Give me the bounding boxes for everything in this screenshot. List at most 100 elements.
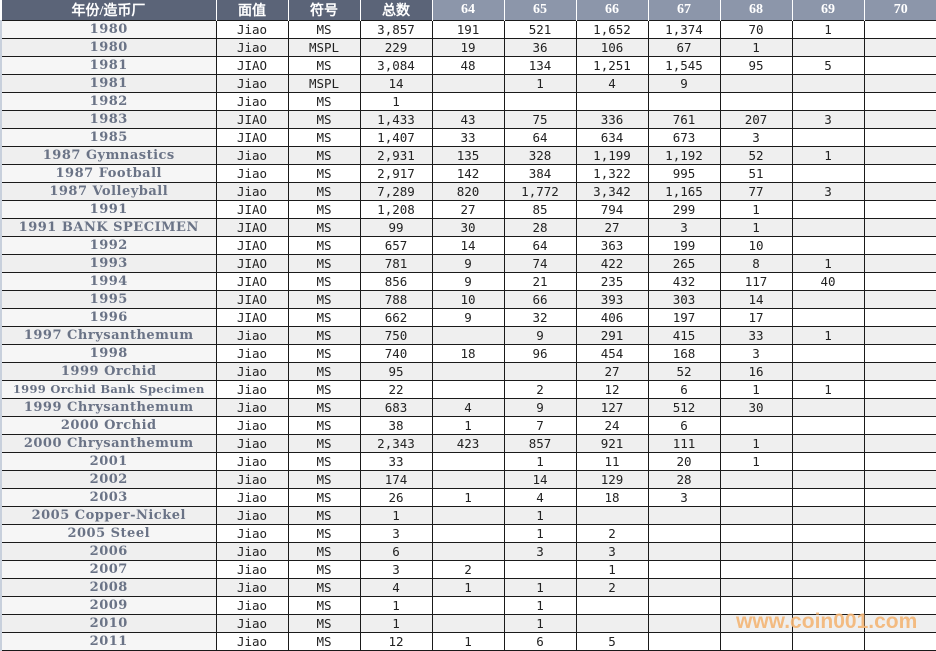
cell-year-mint: 1993 bbox=[0, 254, 217, 273]
cell-grade-68: 1 bbox=[719, 38, 793, 57]
cell-grade-69: 3 bbox=[791, 182, 865, 201]
cell-grade-67 bbox=[647, 506, 721, 525]
cell-year-mint: 2001 bbox=[0, 452, 217, 471]
cell-grade-69 bbox=[791, 488, 865, 507]
cell-grade-66: 1 bbox=[575, 560, 649, 579]
column-header[interactable]: 64 bbox=[431, 0, 504, 21]
table-body: 1980 Jiao MS 3,857 191 521 1,652 1,374 70 1 1980 Ji… bbox=[0, 20, 936, 651]
cell-designation: MSPL bbox=[287, 74, 361, 93]
cell-total: 740 bbox=[359, 344, 433, 363]
cell-denomination: Jiao bbox=[215, 164, 289, 183]
cell-grade-64: 27 bbox=[431, 200, 505, 219]
cell-year-mint: 1999 Orchid Bank Specimen bbox=[0, 380, 217, 399]
column-header[interactable]: 70 bbox=[863, 0, 936, 21]
cell-total: 14 bbox=[359, 74, 433, 93]
cell-grade-64: 2 bbox=[431, 560, 505, 579]
cell-grade-66: 3,342 bbox=[575, 182, 649, 201]
column-header[interactable]: 符号 bbox=[287, 0, 360, 21]
cell-grade-67: 111 bbox=[647, 434, 721, 453]
cell-denomination: Jiao bbox=[215, 452, 289, 471]
cell-grade-69 bbox=[791, 632, 865, 651]
cell-grade-69: 3 bbox=[791, 110, 865, 129]
cell-grade-66 bbox=[575, 596, 649, 615]
cell-denomination: Jiao bbox=[215, 416, 289, 435]
cell-grade-68: 95 bbox=[719, 56, 793, 75]
cell-grade-68 bbox=[719, 506, 793, 525]
cell-denomination: JIAO bbox=[215, 308, 289, 327]
cell-designation: MS bbox=[287, 398, 361, 417]
cell-grade-65: 1 bbox=[503, 506, 577, 525]
cell-designation: MS bbox=[287, 524, 361, 543]
cell-grade-70 bbox=[863, 632, 936, 651]
cell-designation: MS bbox=[287, 452, 361, 471]
cell-grade-70 bbox=[863, 236, 936, 255]
column-header[interactable]: 66 bbox=[575, 0, 648, 21]
cell-total: 3 bbox=[359, 560, 433, 579]
cell-grade-67 bbox=[647, 524, 721, 543]
cell-grade-65: 2 bbox=[503, 380, 577, 399]
cell-grade-70 bbox=[863, 128, 936, 147]
cell-designation: MS bbox=[287, 488, 361, 507]
cell-grade-64: 1 bbox=[431, 488, 505, 507]
cell-designation: MS bbox=[287, 92, 361, 111]
cell-denomination: Jiao bbox=[215, 146, 289, 165]
cell-grade-69: 1 bbox=[791, 146, 865, 165]
cell-grade-66: 921 bbox=[575, 434, 649, 453]
column-header[interactable]: 67 bbox=[647, 0, 720, 21]
table-row: 2000 Orchid Jiao MS 38 1 7 24 6 bbox=[0, 416, 936, 435]
cell-year-mint: 1992 bbox=[0, 236, 217, 255]
cell-grade-66: 393 bbox=[575, 290, 649, 309]
cell-grade-70 bbox=[863, 542, 936, 561]
cell-grade-66: 3 bbox=[575, 542, 649, 561]
cell-grade-69: 1 bbox=[791, 326, 865, 345]
table-row: 1998 Jiao MS 740 18 96 454 168 3 bbox=[0, 344, 936, 363]
cell-grade-69 bbox=[791, 470, 865, 489]
cell-designation: MS bbox=[287, 128, 361, 147]
cell-grade-65: 1 bbox=[503, 578, 577, 597]
column-header[interactable]: 面值 bbox=[215, 0, 288, 21]
cell-total: 3 bbox=[359, 524, 433, 543]
table-row: 1981 JIAO MS 3,084 48 134 1,251 1,545 95 5 bbox=[0, 56, 936, 75]
cell-grade-64 bbox=[431, 470, 505, 489]
cell-grade-65: 3 bbox=[503, 542, 577, 561]
cell-grade-67: 168 bbox=[647, 344, 721, 363]
cell-grade-68: 16 bbox=[719, 362, 793, 381]
cell-grade-69 bbox=[791, 524, 865, 543]
table-row: 1980 Jiao MSPL 229 19 36 106 67 1 bbox=[0, 38, 936, 57]
cell-year-mint: 2003 bbox=[0, 488, 217, 507]
column-header[interactable]: 总数 bbox=[359, 0, 432, 21]
cell-total: 229 bbox=[359, 38, 433, 57]
cell-grade-67: 265 bbox=[647, 254, 721, 273]
cell-grade-64: 18 bbox=[431, 344, 505, 363]
cell-total: 1,433 bbox=[359, 110, 433, 129]
cell-designation: MS bbox=[287, 182, 361, 201]
cell-year-mint: 1982 bbox=[0, 92, 217, 111]
cell-grade-70 bbox=[863, 614, 936, 633]
cell-grade-69 bbox=[791, 398, 865, 417]
cell-designation: MS bbox=[287, 632, 361, 651]
cell-grade-65: 4 bbox=[503, 488, 577, 507]
cell-grade-66: 4 bbox=[575, 74, 649, 93]
column-header[interactable]: 年份/造币厂 bbox=[0, 0, 216, 21]
cell-year-mint: 1991 bbox=[0, 200, 217, 219]
cell-grade-66: 794 bbox=[575, 200, 649, 219]
cell-denomination: Jiao bbox=[215, 614, 289, 633]
cell-grade-68 bbox=[719, 92, 793, 111]
cell-grade-70 bbox=[863, 254, 936, 273]
cell-grade-67: 67 bbox=[647, 38, 721, 57]
column-header[interactable]: 65 bbox=[503, 0, 576, 21]
column-header[interactable]: 69 bbox=[791, 0, 864, 21]
cell-year-mint: 1980 bbox=[0, 38, 217, 57]
cell-grade-67: 299 bbox=[647, 200, 721, 219]
cell-grade-69 bbox=[791, 308, 865, 327]
cell-grade-68 bbox=[719, 524, 793, 543]
column-header[interactable]: 68 bbox=[719, 0, 792, 21]
cell-grade-65: 384 bbox=[503, 164, 577, 183]
table-row: 2007 Jiao MS 3 2 1 bbox=[0, 560, 936, 579]
cell-grade-69 bbox=[791, 92, 865, 111]
cell-grade-70 bbox=[863, 218, 936, 237]
cell-grade-64: 820 bbox=[431, 182, 505, 201]
cell-grade-67 bbox=[647, 542, 721, 561]
cell-grade-66: 18 bbox=[575, 488, 649, 507]
